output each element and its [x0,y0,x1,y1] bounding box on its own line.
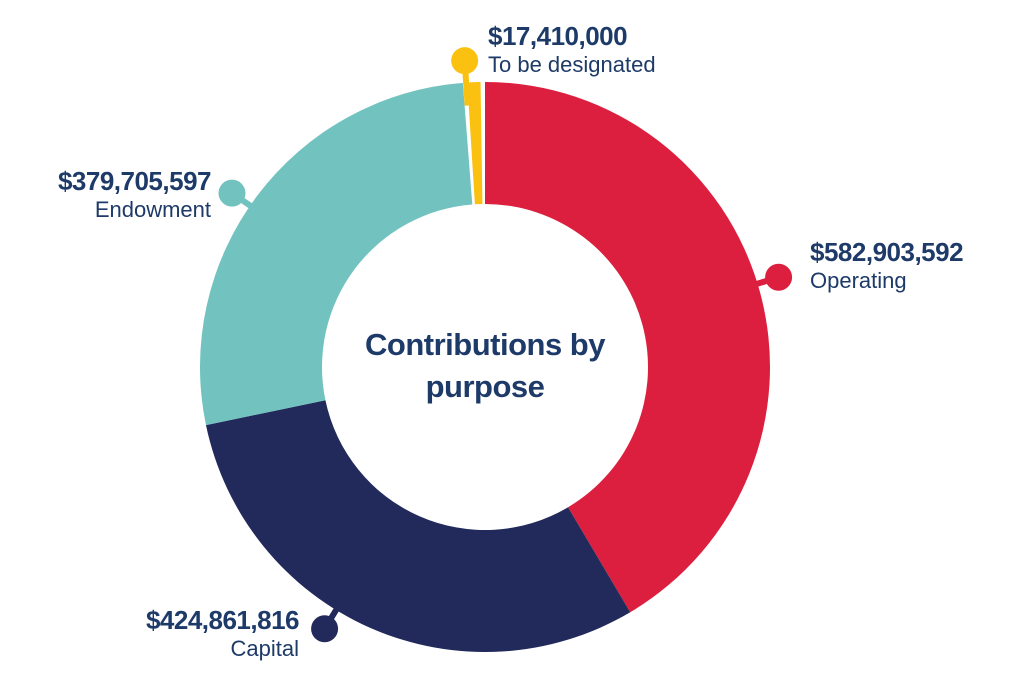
pie-slice-endowment [199,82,473,426]
callout-endowment: $379,705,597 Endowment [57,165,212,223]
callout-dot-endowment [218,179,246,207]
endowment-value: $379,705,597 [57,166,212,196]
chart-title: Contributions by purpose [365,327,605,404]
operating-value: $582,903,592 [810,237,964,267]
callout-dot-operating [765,263,793,291]
callout-capital: $424,861,816 Capital [145,604,300,662]
capital-value: $424,861,816 [145,605,300,635]
to-be-designated-value: $17,410,000 [488,21,628,51]
callout-operating: $582,903,592 Operating [810,236,964,294]
callout-dot-designated [451,47,479,75]
pie-slice-capital [205,400,631,652]
operating-label: Operating [810,268,907,293]
pie-slice-operating [485,82,770,613]
callout-to-be-designated: $17,410,000 To be designated [488,20,656,78]
pie-slice-designated [467,82,483,205]
callout-dot-capital [311,615,339,643]
capital-label: Capital [230,636,299,661]
endowment-label: Endowment [94,197,211,222]
to-be-designated-label: To be designated [488,52,656,77]
